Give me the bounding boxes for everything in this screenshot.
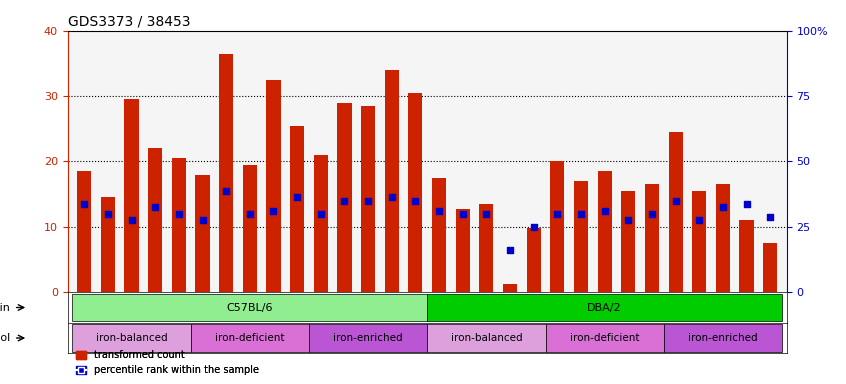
Point bbox=[290, 194, 304, 200]
Point bbox=[195, 217, 209, 223]
Point bbox=[243, 211, 256, 217]
FancyBboxPatch shape bbox=[546, 324, 664, 352]
Text: DBA/2: DBA/2 bbox=[587, 303, 622, 313]
Point bbox=[338, 198, 351, 204]
FancyBboxPatch shape bbox=[664, 324, 782, 352]
Bar bbox=[338, 103, 352, 292]
Point bbox=[219, 188, 233, 194]
Bar bbox=[219, 54, 233, 292]
Point bbox=[102, 211, 115, 217]
Bar bbox=[148, 148, 162, 292]
Legend: transformed count, percentile rank within the sample: transformed count, percentile rank withi… bbox=[73, 346, 263, 379]
Text: iron-enriched: iron-enriched bbox=[688, 333, 758, 343]
Point bbox=[645, 211, 659, 217]
Point bbox=[456, 211, 470, 217]
Bar bbox=[550, 162, 564, 292]
Bar bbox=[361, 106, 375, 292]
Text: iron-enriched: iron-enriched bbox=[333, 333, 403, 343]
Text: GDS3373 / 38453: GDS3373 / 38453 bbox=[68, 14, 190, 28]
Point bbox=[124, 217, 138, 223]
Point bbox=[739, 201, 753, 207]
Bar bbox=[739, 220, 754, 292]
FancyBboxPatch shape bbox=[73, 324, 190, 352]
Point bbox=[148, 204, 162, 210]
Text: iron-balanced: iron-balanced bbox=[451, 333, 522, 343]
Point bbox=[503, 247, 517, 253]
Text: iron-balanced: iron-balanced bbox=[96, 333, 168, 343]
Bar bbox=[503, 285, 517, 292]
Bar bbox=[597, 171, 612, 292]
Point bbox=[693, 217, 706, 223]
Point bbox=[669, 198, 683, 204]
Point bbox=[78, 201, 91, 207]
Point bbox=[172, 211, 185, 217]
Bar bbox=[763, 243, 777, 292]
FancyBboxPatch shape bbox=[427, 294, 782, 321]
Point bbox=[551, 211, 564, 217]
Point bbox=[361, 198, 375, 204]
Bar bbox=[124, 99, 139, 292]
Legend: transformed count, percentile rank within the sample: transformed count, percentile rank withi… bbox=[73, 346, 263, 379]
Text: iron-deficient: iron-deficient bbox=[215, 333, 284, 343]
FancyBboxPatch shape bbox=[190, 324, 309, 352]
Bar bbox=[409, 93, 422, 292]
Point bbox=[409, 198, 422, 204]
Bar bbox=[195, 175, 210, 292]
Bar bbox=[574, 181, 588, 292]
Bar bbox=[266, 80, 281, 292]
Point bbox=[622, 217, 635, 223]
Point bbox=[385, 194, 398, 200]
Bar bbox=[716, 184, 730, 292]
Bar bbox=[172, 158, 186, 292]
Bar bbox=[692, 191, 706, 292]
Point bbox=[480, 211, 493, 217]
Bar bbox=[456, 209, 470, 292]
Bar bbox=[432, 178, 446, 292]
Text: iron-deficient: iron-deficient bbox=[570, 333, 640, 343]
Point bbox=[763, 214, 777, 220]
Point bbox=[574, 211, 588, 217]
Bar bbox=[243, 165, 257, 292]
Bar bbox=[621, 191, 635, 292]
Point bbox=[266, 207, 280, 214]
Bar bbox=[385, 70, 398, 292]
FancyBboxPatch shape bbox=[309, 324, 427, 352]
Bar bbox=[314, 155, 328, 292]
FancyBboxPatch shape bbox=[427, 324, 546, 352]
FancyBboxPatch shape bbox=[73, 294, 427, 321]
Text: strain: strain bbox=[0, 303, 10, 313]
Point bbox=[598, 207, 612, 214]
Bar bbox=[101, 197, 115, 292]
Point bbox=[527, 224, 541, 230]
Text: protocol: protocol bbox=[0, 333, 10, 343]
Text: C57BL/6: C57BL/6 bbox=[227, 303, 273, 313]
Bar bbox=[290, 126, 305, 292]
Point bbox=[717, 204, 730, 210]
Bar bbox=[645, 184, 659, 292]
Bar bbox=[480, 204, 493, 292]
Point bbox=[314, 211, 327, 217]
Point bbox=[432, 207, 446, 214]
Bar bbox=[668, 132, 683, 292]
Bar bbox=[526, 228, 541, 292]
Bar bbox=[77, 171, 91, 292]
